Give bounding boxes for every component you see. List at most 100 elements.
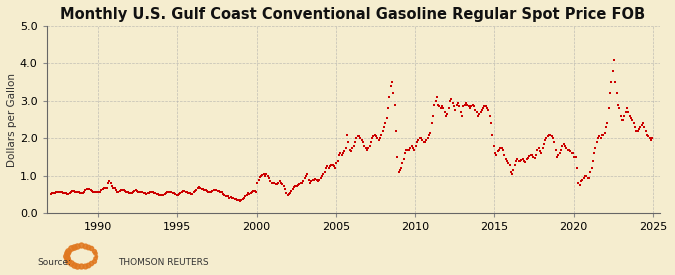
Point xyxy=(579,174,590,178)
Point xyxy=(200,188,211,192)
Point xyxy=(443,106,454,111)
Point xyxy=(569,155,580,159)
Point xyxy=(289,185,300,189)
Point xyxy=(47,191,58,196)
Point xyxy=(387,80,398,84)
Point xyxy=(520,159,531,164)
Point xyxy=(526,153,537,157)
Point xyxy=(130,188,141,192)
Point xyxy=(638,121,649,125)
Point xyxy=(297,180,308,185)
Point xyxy=(150,191,161,196)
Point xyxy=(438,106,449,111)
Point xyxy=(576,179,587,184)
Point xyxy=(231,197,242,202)
Point xyxy=(554,151,565,156)
Point xyxy=(234,198,244,202)
Point xyxy=(63,192,74,196)
Point xyxy=(431,95,442,99)
Point xyxy=(111,189,122,194)
Point xyxy=(347,145,358,150)
Point xyxy=(420,140,431,144)
Point xyxy=(175,191,186,195)
Point xyxy=(463,104,474,109)
Point xyxy=(373,138,384,142)
Point xyxy=(202,189,213,193)
Point xyxy=(76,191,87,196)
Point xyxy=(460,101,471,105)
Point xyxy=(88,189,99,194)
Point xyxy=(219,192,230,197)
Point xyxy=(327,162,338,167)
Point xyxy=(79,190,90,194)
Point xyxy=(570,155,581,159)
Point xyxy=(170,192,181,196)
Point xyxy=(155,193,166,197)
Point xyxy=(515,159,526,163)
Point xyxy=(322,164,333,169)
Point xyxy=(562,147,573,152)
Point xyxy=(635,125,646,129)
Point xyxy=(400,151,410,156)
Point xyxy=(549,140,560,144)
Point xyxy=(396,166,406,170)
Point xyxy=(389,102,400,107)
Point xyxy=(360,145,371,150)
Point xyxy=(383,106,394,111)
Text: THOMSON REUTERS: THOMSON REUTERS xyxy=(118,258,209,267)
Point xyxy=(384,95,395,99)
Point xyxy=(147,190,158,194)
Point xyxy=(610,80,620,84)
Point xyxy=(556,147,566,152)
Point xyxy=(236,198,247,202)
Point xyxy=(67,189,78,193)
Point xyxy=(449,104,460,109)
Point xyxy=(113,190,124,194)
Point xyxy=(228,196,239,200)
Point xyxy=(244,192,254,196)
Point xyxy=(274,179,285,184)
Point xyxy=(97,187,108,191)
Point xyxy=(528,155,539,159)
Point xyxy=(598,132,609,137)
Point xyxy=(325,164,335,169)
Point xyxy=(122,190,133,194)
Point xyxy=(358,140,369,144)
Point xyxy=(68,189,79,193)
Point xyxy=(531,153,541,157)
Point xyxy=(627,117,638,122)
Point xyxy=(315,175,326,180)
Point xyxy=(375,136,385,141)
Point xyxy=(455,110,466,114)
Point xyxy=(275,180,286,185)
Point xyxy=(408,145,418,150)
Point xyxy=(478,106,489,111)
Point xyxy=(589,151,599,156)
Point xyxy=(427,114,438,118)
Point xyxy=(632,129,643,133)
Point xyxy=(464,106,475,111)
Point xyxy=(89,190,100,194)
Point xyxy=(224,195,235,200)
Point xyxy=(602,121,613,125)
Point xyxy=(206,189,217,194)
Point xyxy=(582,175,593,180)
Point xyxy=(362,145,373,150)
Point xyxy=(521,157,532,161)
Point xyxy=(380,121,391,125)
Point xyxy=(104,179,115,184)
Point xyxy=(100,186,111,190)
Point xyxy=(439,110,450,114)
Point xyxy=(279,187,290,191)
Point xyxy=(340,145,351,150)
Point xyxy=(487,132,497,137)
Point xyxy=(126,191,137,195)
Point xyxy=(434,104,445,109)
Point xyxy=(462,102,472,107)
Point xyxy=(367,136,377,141)
Point xyxy=(187,192,198,196)
Point xyxy=(647,136,657,141)
Point xyxy=(85,188,96,192)
Point xyxy=(314,178,325,183)
Point xyxy=(282,192,293,197)
